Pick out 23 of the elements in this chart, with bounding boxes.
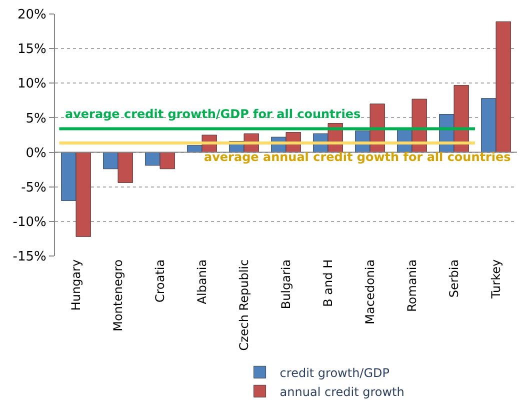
x-tick-label: Croatia	[152, 259, 167, 303]
y-tick-label: 5%	[26, 111, 46, 126]
x-tick-label: Macedonia	[362, 259, 377, 324]
x-tick-label: B and H	[320, 259, 335, 307]
y-tick-label: -5%	[21, 180, 46, 196]
x-tick-label: Romania	[404, 259, 419, 312]
y-tick-label: 10%	[17, 76, 46, 92]
y-tick-label: -10%	[12, 214, 46, 230]
x-tick-label: Bulgaria	[278, 259, 293, 310]
x-tick-label: Czech Republic	[236, 259, 251, 351]
ref-line-label: average annual credit gowth for all countries	[204, 150, 511, 164]
y-tick-label: -15%	[12, 250, 46, 265]
legend-label: credit growth/GDP	[280, 366, 390, 380]
ref-line-label: average credit growth/GDP for all countries	[65, 107, 361, 121]
x-tick-label: Turkey	[488, 259, 503, 300]
x-tick-label: Hungary	[68, 259, 83, 311]
y-tick-label: 15%	[17, 42, 46, 58]
y-tick-label: 0%	[26, 146, 46, 161]
y-tick-label: 20%	[17, 8, 46, 23]
legend-label: annual credit growth	[280, 384, 404, 399]
x-tick-label: Albania	[194, 259, 209, 304]
x-tick-label: Serbia	[446, 259, 461, 298]
x-tick-label: Montenegro	[110, 259, 125, 332]
